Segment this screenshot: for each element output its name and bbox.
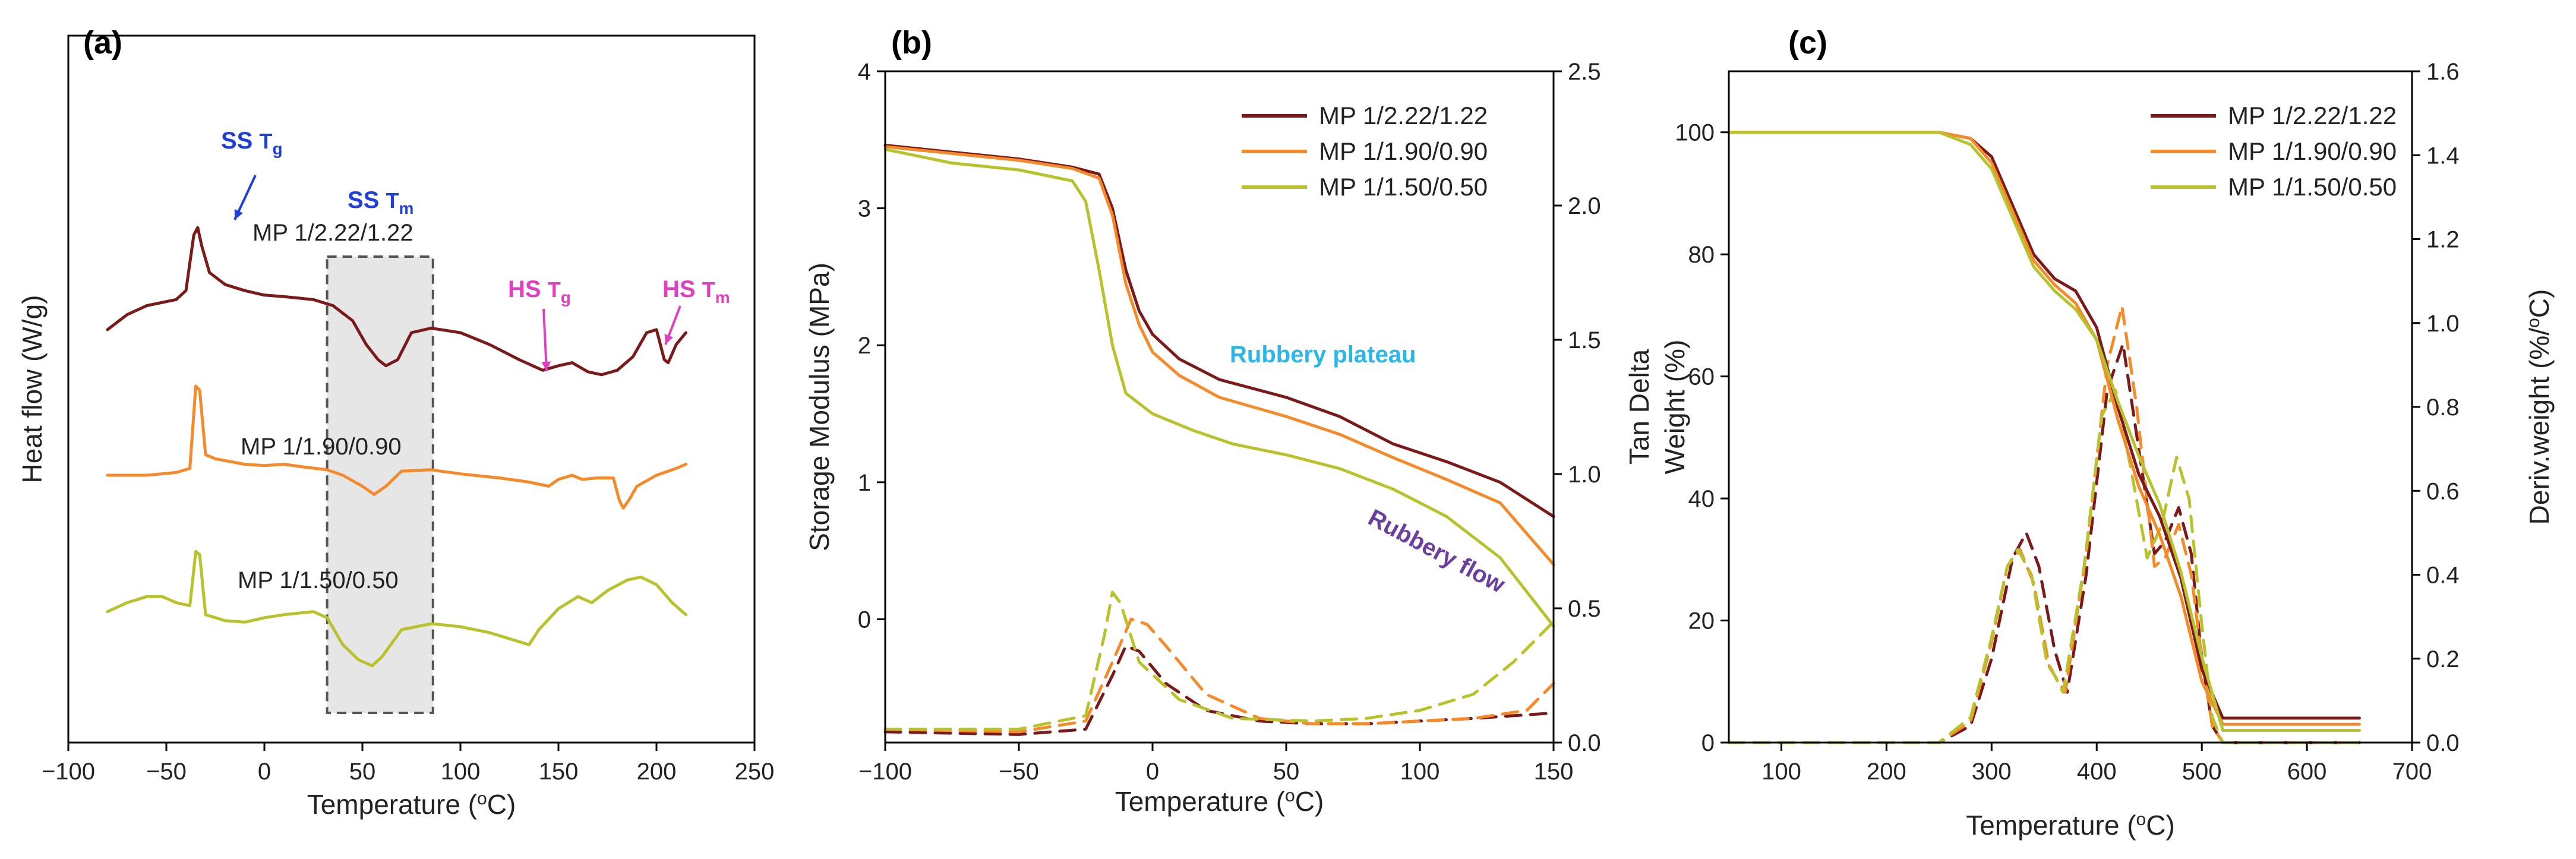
tan-delta-curve-1 (883, 617, 1555, 734)
c-x-tick-label: 200 (1867, 759, 1906, 785)
b-y-tick-label: 0 (858, 607, 871, 633)
panel-label-c: (c) (1788, 25, 1827, 61)
a-x-tick-label: 150 (539, 759, 579, 785)
b-x-tick-label: −50 (999, 759, 1039, 785)
legend-label: MP 1/2.22/1.22 (1319, 102, 1488, 130)
dsc-curve-1 (106, 384, 687, 510)
c-y2-axis-title: Deriv.weight (%/oC) (2524, 289, 2555, 525)
c-y2-tick-label: 0.2 (2426, 646, 2460, 672)
a-x-tick-label: 0 (258, 759, 271, 785)
deriv-weight-curve-1 (1727, 305, 2361, 744)
c-x-tick-label: 700 (2392, 759, 2432, 785)
panel-label-b: (b) (891, 25, 932, 61)
a-x-tick-label: 250 (735, 759, 775, 785)
plot-frame (67, 34, 756, 744)
c-x-tick-label: 500 (2182, 759, 2222, 785)
b-y-tick-label: 1 (858, 470, 871, 496)
storage-modulus-curve-2 (883, 147, 1555, 628)
c-x-axis-title: Temperature (oC) (1966, 810, 2175, 841)
c-x-tick-label: 400 (2077, 759, 2117, 785)
b-y2-tick-label: 0.5 (1568, 596, 1601, 622)
b-y2-axis-title: Tan Delta (1624, 349, 1655, 465)
a-y-axis-title: Heat flow (W/g) (17, 295, 48, 484)
a-x-tick-label: 200 (637, 759, 677, 785)
b-y-tick-label: 3 (858, 196, 871, 222)
c-y2-tick-label: 0.4 (2426, 563, 2460, 589)
b-x-tick-label: 50 (1273, 759, 1300, 785)
a-x-tick-label: −100 (42, 759, 95, 785)
c-x-tick-label: 300 (1972, 759, 2012, 785)
ss-tm-label: SS Tm (348, 187, 413, 217)
c-y-axis-title: Weight (%) (1659, 340, 1690, 475)
tan-delta-curve-0 (883, 644, 1555, 736)
a-x-axis-title: Temperature (oC) (307, 789, 516, 820)
legend-label: MP 1/1.90/0.90 (2228, 137, 2397, 165)
c-y-tick-label: 60 (1688, 364, 1715, 390)
c-x-tick-label: 100 (1761, 759, 1801, 785)
a-x-tick-label: −50 (146, 759, 187, 785)
b-y-axis-title: Storage Modulus (MPa) (804, 263, 835, 551)
storage-modulus-curve-1 (883, 145, 1555, 566)
curve-label-0: MP 1/2.22/1.22 (252, 220, 413, 246)
a-x-tick-label: 100 (441, 759, 481, 785)
b-x-tick-label: −100 (858, 759, 912, 785)
weight-curve-1 (1727, 131, 2361, 726)
tan-delta-curve-2 (883, 590, 1555, 731)
b-x-tick-label: 100 (1400, 759, 1440, 785)
rubbery-flow-label: Rubbery flow (1364, 504, 1510, 598)
curve-label-1: MP 1/1.90/0.90 (241, 434, 402, 460)
hs-tg-arrow-head (541, 361, 551, 371)
a-x-tick-label: 50 (349, 759, 376, 785)
b-y2-tick-label: 2.5 (1568, 59, 1601, 85)
b-y2-tick-label: 1.5 (1568, 327, 1601, 353)
legend-label: MP 1/1.50/0.50 (2228, 173, 2397, 201)
hs-tm-arrow-head (664, 334, 674, 345)
c-y-tick-label: 80 (1688, 242, 1715, 268)
c-y2-tick-label: 0.6 (2426, 478, 2460, 504)
legend-label: MP 1/2.22/1.22 (2228, 102, 2397, 130)
b-y2-tick-label: 0.0 (1568, 730, 1601, 756)
curve-label-2: MP 1/1.50/0.50 (238, 567, 399, 593)
c-y-tick-label: 0 (1701, 730, 1715, 756)
c-y-tick-label: 20 (1688, 608, 1715, 634)
b-x-tick-label: 0 (1146, 759, 1159, 785)
weight-curve-2 (1727, 131, 2361, 732)
b-x-tick-label: 150 (1534, 759, 1574, 785)
storage-modulus-curve-0 (883, 144, 1555, 518)
legend-label: MP 1/1.90/0.90 (1319, 137, 1488, 165)
dsc-curve-0 (106, 226, 687, 377)
c-x-tick-label: 600 (2287, 759, 2327, 785)
c-y2-tick-label: 1.6 (2426, 59, 2460, 85)
b-y-tick-label: 4 (858, 59, 871, 85)
hs-tg-label: HS Tg (508, 276, 571, 307)
dsc-curve-2 (106, 549, 687, 668)
b-x-axis-title: Temperature (oC) (1115, 786, 1324, 817)
deriv-weight-curve-0 (1727, 342, 2361, 744)
c-y-tick-label: 100 (1675, 120, 1715, 146)
ss-tg-label: SS Tg (221, 128, 283, 158)
plot-frame (884, 70, 1555, 744)
c-y2-tick-label: 1.2 (2426, 227, 2460, 253)
ss-tg-arrow-head (234, 209, 243, 220)
panel-b: −100 −50 0 50 100 150 0 1 2 3 4 0.0 0.5 1.0 1.5 2.0 2.5 T… (804, 25, 1655, 817)
panel-a: −100 −50 0 50 100 150 200 250 Temperature (oC) He… (17, 25, 774, 820)
c-y-tick-label: 40 (1688, 486, 1715, 512)
hs-tm-label: HS Tm (662, 276, 730, 307)
c-y2-tick-label: 0.8 (2426, 394, 2460, 421)
deriv-weight-curve-2 (1727, 389, 2361, 744)
panel-label-a: (a) (83, 25, 122, 61)
c-y2-tick-label: 0.0 (2426, 730, 2460, 756)
weight-curve-0 (1727, 131, 2361, 720)
rubbery-plateau-label: Rubbery plateau (1230, 342, 1416, 368)
b-y2-tick-label: 1.0 (1568, 462, 1601, 488)
c-y2-tick-label: 1.4 (2426, 143, 2460, 169)
hs-tg-arrow (542, 308, 548, 372)
panel-c: 100 200 300 400 500 600 700 0 20 40 60 80 100 0.0 0.2 0… (1659, 25, 2555, 841)
c-y2-tick-label: 1.0 (2426, 311, 2460, 337)
b-y2-tick-label: 2.0 (1568, 193, 1601, 219)
b-y-tick-label: 2 (858, 333, 871, 359)
legend-label: MP 1/1.50/0.50 (1319, 173, 1488, 201)
